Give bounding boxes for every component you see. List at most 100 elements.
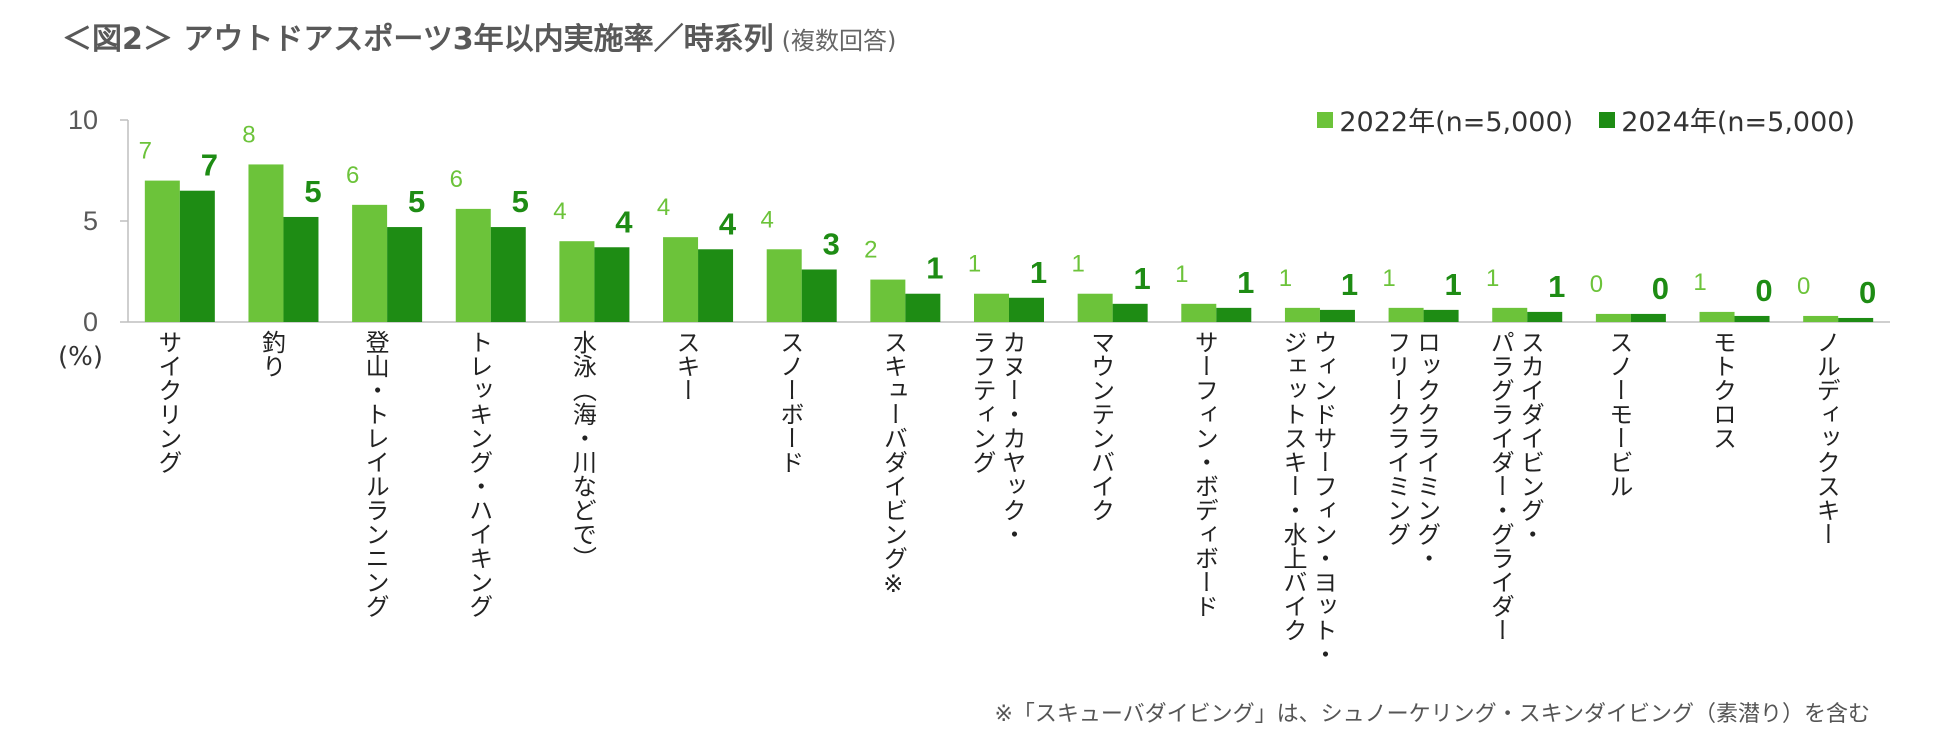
bar-2024 <box>387 227 423 322</box>
data-label-2024: 4 <box>615 204 633 239</box>
data-label-2022: 1 <box>1071 251 1084 278</box>
data-label-2024: 1 <box>1548 269 1565 304</box>
bar-2024 <box>594 247 630 322</box>
x-category-label: ノルディックスキー <box>1812 330 1841 546</box>
x-category-label: 釣り <box>257 330 286 378</box>
bar-2024 <box>1319 309 1355 322</box>
x-category-label: スキー <box>672 330 701 402</box>
bar-2022 <box>766 249 802 322</box>
bar-2022 <box>870 279 906 322</box>
data-label-2024: 5 <box>304 174 321 209</box>
data-label-2024: 0 <box>1652 271 1669 306</box>
x-category-label: 水泳（海・川などで） <box>568 330 597 570</box>
data-label-2022: 1 <box>1279 265 1292 292</box>
bar-2022 <box>1803 315 1839 322</box>
data-label-2024: 5 <box>408 184 425 219</box>
x-category-label: スキューバダイビング※ <box>879 330 908 598</box>
legend-item-2022: 2022年(n=5,000) <box>1317 100 1573 139</box>
bar-2022 <box>352 204 388 322</box>
bar-2024 <box>1630 313 1666 322</box>
bar-2022 <box>1699 311 1735 322</box>
data-label-2024: 4 <box>719 206 737 241</box>
data-label-2022: 1 <box>1175 261 1188 288</box>
legend-swatch-2022 <box>1317 111 1334 128</box>
bar-2022 <box>1077 293 1113 322</box>
x-category-label: サーフィン・ボディボード <box>1190 330 1219 618</box>
x-category-label: トレッキング・ハイキング <box>464 330 493 618</box>
bar-2024 <box>698 249 734 322</box>
y-axis-unit-label: (%) <box>58 342 103 372</box>
data-label-2022: 1 <box>1382 265 1395 292</box>
x-category-label: 登山・トレイルランニング <box>361 330 390 618</box>
y-tick-label: 0 <box>83 307 98 337</box>
y-tick-label: 10 <box>68 105 98 135</box>
data-label-2024: 1 <box>1030 255 1047 290</box>
data-label-2022: 1 <box>1693 269 1706 296</box>
legend-item-2024: 2024年(n=5,000) <box>1599 100 1855 139</box>
legend-label-2022: 2022年(n=5,000) <box>1339 107 1574 138</box>
data-label-2024: 1 <box>1237 265 1254 300</box>
bar-2022 <box>144 180 180 322</box>
data-label-2024: 3 <box>823 226 840 261</box>
bar-2022 <box>559 241 595 322</box>
legend: 2022年(n=5,000) 2024年(n=5,000) <box>1317 100 1855 139</box>
chart-title: ＜図2＞ アウトドアスポーツ3年以内実施率／時系列 (複数回答) <box>62 14 896 58</box>
x-category-label: ロッククライミング・ フリークライミング <box>1382 330 1441 570</box>
bar-2024 <box>1009 297 1044 322</box>
legend-swatch-2024 <box>1599 111 1616 128</box>
chart-title-text: ＜図2＞ アウトドアスポーツ3年以内実施率／時系列 <box>62 22 774 57</box>
data-label-2024: 0 <box>1755 273 1772 308</box>
data-label-2024: 1 <box>926 251 943 286</box>
x-category-label: スカイダイビング・ パラグライダー・グライダー <box>1486 330 1545 642</box>
bar-2024 <box>1423 309 1459 322</box>
y-tick-label: 5 <box>83 206 98 236</box>
data-label-2024: 7 <box>201 148 218 183</box>
x-category-label: スノーボード <box>775 330 804 474</box>
bar-2022 <box>1388 307 1424 322</box>
bar-2024 <box>283 216 319 322</box>
bar-2024 <box>1527 311 1563 322</box>
bar-2024 <box>179 190 215 322</box>
data-label-2022: 1 <box>1486 265 1499 292</box>
data-label-2024: 1 <box>1341 267 1358 302</box>
bar-2022 <box>1181 303 1217 322</box>
data-label-2022: 2 <box>864 237 877 264</box>
data-label-2024: 0 <box>1859 275 1876 310</box>
bar-2022 <box>974 293 1009 322</box>
bar-2024 <box>1112 303 1148 322</box>
bar-2024 <box>490 227 526 322</box>
x-category-label: サイクリング <box>153 330 182 474</box>
bar-2022 <box>455 208 491 322</box>
footnote: ※「スキューバダイビング」は、シュノーケリング・スキンダイビング（素潜り）を含む <box>994 702 1870 727</box>
data-label-2024: 5 <box>512 184 529 219</box>
x-category-label: マウンテンバイク <box>1086 330 1115 522</box>
bar-2024 <box>905 293 941 322</box>
data-label-2022: 1 <box>968 251 981 278</box>
data-label-2024: 1 <box>1134 261 1151 296</box>
bar-2024 <box>801 269 837 322</box>
bar-2024 <box>1216 307 1252 322</box>
x-category-label: カヌー・カヤック・ ラフティング <box>968 330 1026 546</box>
x-category-label: モトクロス <box>1708 330 1737 450</box>
bar-2022 <box>663 237 699 322</box>
data-label-2024: 1 <box>1444 267 1461 302</box>
data-label-2022: 6 <box>346 162 359 189</box>
x-category-label: ウィンドサーフィン・ヨット・ ジェットスキー・水上バイク <box>1278 330 1337 666</box>
data-label-2022: 8 <box>242 121 255 148</box>
bar-2022 <box>1492 307 1528 322</box>
x-category-label: スノーモービル <box>1604 330 1633 498</box>
bar-2024 <box>1734 315 1770 322</box>
bar-2024 <box>1838 317 1874 322</box>
data-label-2022: 4 <box>657 194 670 221</box>
bar-2022 <box>1595 313 1631 322</box>
data-label-2022: 6 <box>450 166 463 193</box>
data-label-2022: 7 <box>139 138 152 165</box>
bar-2022 <box>1284 307 1320 322</box>
data-label-2022: 4 <box>761 206 774 233</box>
bar-2022 <box>248 164 284 322</box>
data-label-2022: 0 <box>1590 271 1603 298</box>
data-label-2022: 0 <box>1797 273 1810 300</box>
legend-label-2024: 2024年(n=5,000) <box>1621 107 1855 138</box>
chart-subtitle: (複数回答) <box>781 27 897 55</box>
